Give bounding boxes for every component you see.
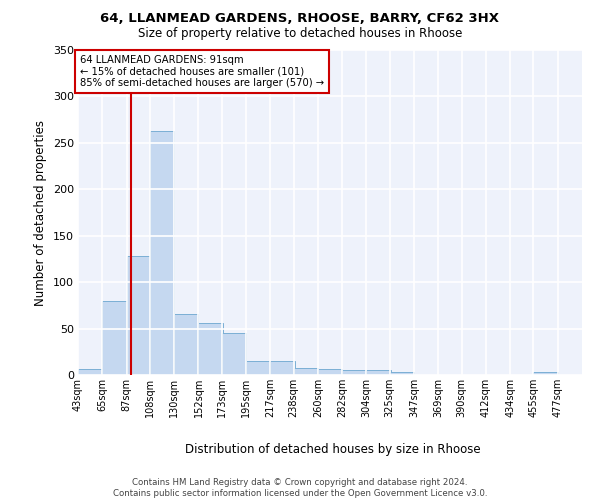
Bar bbox=[342, 370, 367, 375]
Text: 64 LLANMEAD GARDENS: 91sqm
← 15% of detached houses are smaller (101)
85% of sem: 64 LLANMEAD GARDENS: 91sqm ← 15% of deta… bbox=[80, 54, 325, 88]
Bar bbox=[103, 300, 127, 375]
Text: Size of property relative to detached houses in Rhoose: Size of property relative to detached ho… bbox=[138, 28, 462, 40]
Bar bbox=[199, 323, 223, 375]
Bar bbox=[293, 368, 318, 375]
Y-axis label: Number of detached properties: Number of detached properties bbox=[34, 120, 47, 306]
Bar bbox=[127, 256, 151, 375]
Text: Distribution of detached houses by size in Rhoose: Distribution of detached houses by size … bbox=[185, 442, 481, 456]
Bar bbox=[221, 333, 246, 375]
Text: 64, LLANMEAD GARDENS, RHOOSE, BARRY, CF62 3HX: 64, LLANMEAD GARDENS, RHOOSE, BARRY, CF6… bbox=[101, 12, 499, 26]
Bar bbox=[389, 372, 414, 375]
Bar bbox=[367, 370, 391, 375]
Bar bbox=[271, 361, 295, 375]
Bar bbox=[150, 131, 174, 375]
Bar bbox=[533, 372, 557, 375]
Bar bbox=[246, 361, 271, 375]
Bar bbox=[318, 370, 342, 375]
Bar bbox=[174, 314, 199, 375]
Bar bbox=[78, 368, 103, 375]
Text: Contains HM Land Registry data © Crown copyright and database right 2024.
Contai: Contains HM Land Registry data © Crown c… bbox=[113, 478, 487, 498]
